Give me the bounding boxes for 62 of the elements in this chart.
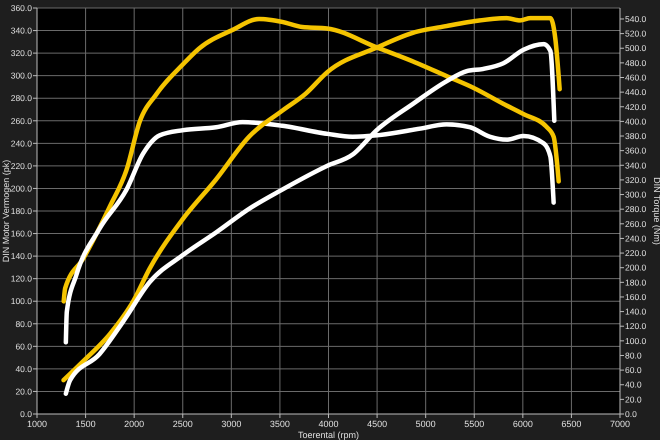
y2-tick-label: 300.0 [625,190,647,200]
x-tick-label: 4000 [318,419,339,429]
x-tick-label: 1000 [26,419,48,429]
x-tick-label: 2000 [124,419,144,429]
x-tick-label: 2500 [172,419,193,429]
y2-tick-label: 240.0 [625,233,647,244]
y2-tick-label: 200.0 [625,262,647,273]
y-tick-label: 340.0 [10,26,32,36]
y-tick-label: 20.0 [15,386,32,396]
x-tick-label: 5500 [464,419,484,429]
y-tick-label: 80.0 [15,318,32,329]
y2-tick-label: 520.0 [625,28,647,39]
y2-tick-label: 380.0 [625,131,647,142]
y2-tick-label: 340.0 [625,160,647,170]
x-tick-label: 1500 [76,419,96,429]
y2-tick-label: 480.0 [625,58,647,68]
x-tick-label: 6000 [512,419,533,429]
x-tick-label: 7000 [610,419,630,429]
y2-tick-label: 320.0 [625,174,647,185]
y2-tick-label: 420.0 [625,102,647,112]
y-tick-label: 200.0 [10,183,32,194]
y-tick-label: 240.0 [10,138,32,148]
y-tick-label: 280.0 [10,93,32,104]
y2-tick-label: 220.0 [625,248,647,258]
x-tick-label: 6500 [561,419,582,429]
x-tick-label: 4500 [367,419,388,429]
y-tick-label: 40.0 [15,364,32,374]
y-tick-label: 100.0 [10,296,32,306]
y-tick-label: 360.0 [10,3,32,13]
y2-tick-label: 40.0 [625,380,642,390]
y2-tick-label: 280.0 [625,204,647,214]
x-tick-label: 3500 [270,419,290,429]
y2-tick-label: 500.0 [625,43,647,54]
y2-tick-label: 160.0 [625,292,647,302]
x-axis-title: Toerental (rpm) [298,430,360,440]
y2-tick-label: 180.0 [625,277,647,288]
y-tick-label: 140.0 [10,251,32,262]
y2-tick-label: 400.0 [625,116,647,126]
x-tick-label: 3000 [221,419,242,429]
y2-tick-label: 440.0 [625,87,647,98]
y2-tick-label: 0.0 [625,409,638,419]
y-tick-label: 320.0 [10,48,32,58]
y-axis-title: DIN Motor Vermogen (pk) [1,160,11,262]
y2-tick-label: 360.0 [625,146,647,156]
y2-tick-label: 20.0 [625,394,642,404]
y2-tick-label: 460.0 [625,72,647,82]
y-tick-label: 220.0 [10,160,32,171]
y-tick-label: 260.0 [10,116,32,126]
y-tick-label: 60.0 [15,341,32,352]
y2-tick-label: 540.0 [625,14,647,24]
x-tick-label: 5000 [416,419,436,429]
y2-tick-label: 60.0 [625,365,642,376]
y-tick-label: 120.0 [10,274,32,284]
y-tick-label: 160.0 [10,228,32,239]
y2-tick-label: 260.0 [625,218,647,229]
y2-tick-label: 140.0 [625,306,647,317]
y2-tick-label: 100.0 [625,336,647,346]
y2-tick-label: 80.0 [625,350,642,360]
y-tick-label: 180.0 [10,206,32,216]
y-tick-label: 0.0 [20,409,32,419]
y2-tick-label: 120.0 [625,321,647,332]
y-tick-label: 300.0 [10,70,32,81]
